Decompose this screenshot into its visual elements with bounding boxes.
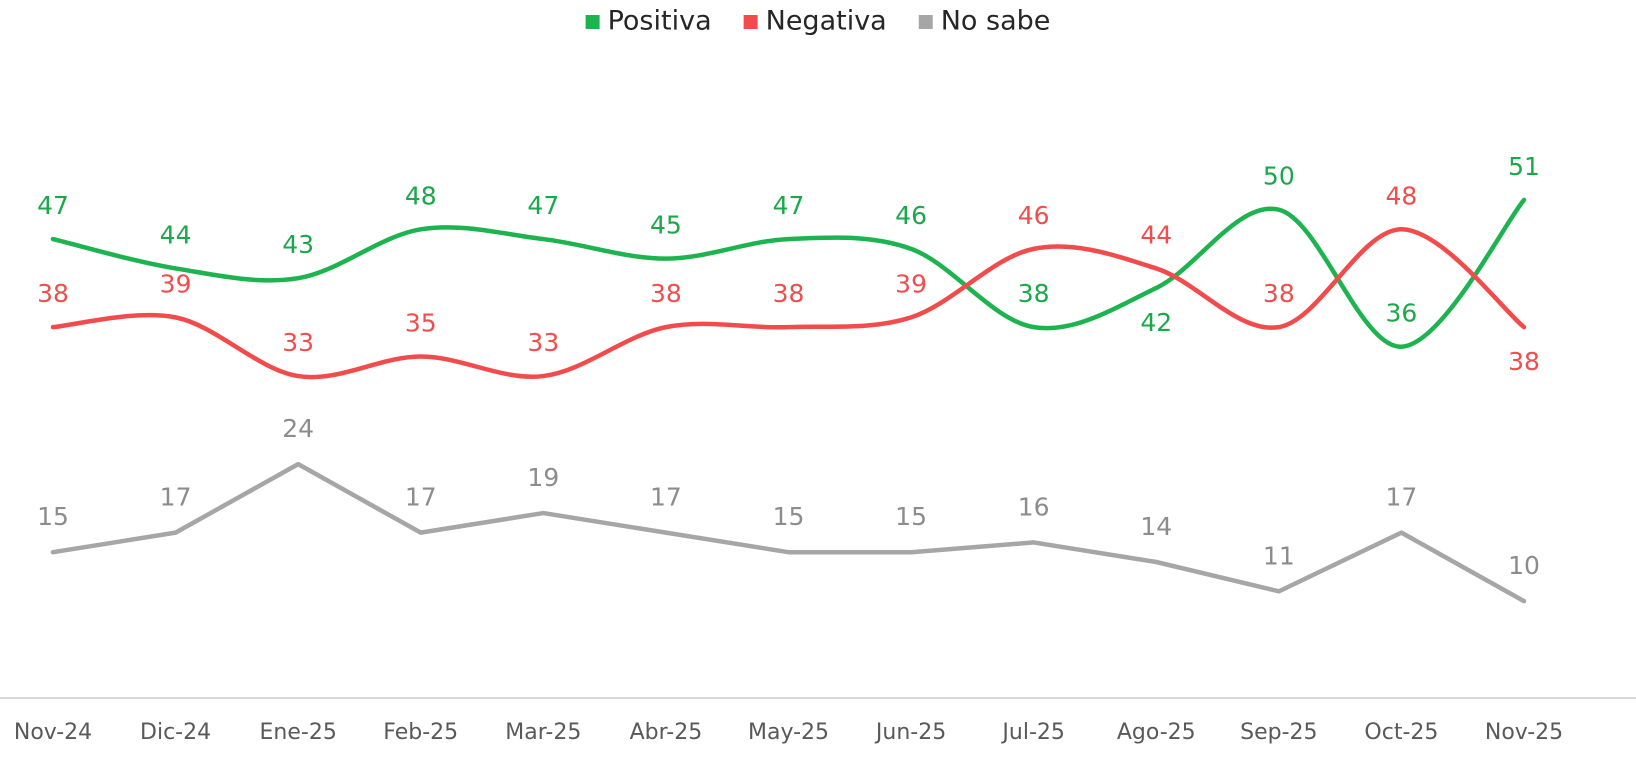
series-line [50,461,1527,604]
data-label: 19 [527,463,559,492]
data-label: 33 [282,328,314,357]
data-label: 42 [1140,308,1172,337]
data-label: 47 [37,191,69,220]
legend-item: No sabe [918,6,1051,37]
data-label: 48 [1386,181,1418,210]
series-line [50,227,1527,380]
data-label: 15 [37,502,69,531]
data-label: 46 [1018,201,1050,230]
x-tick-label: Feb-25 [383,720,458,745]
legend-swatch [743,15,758,29]
data-label: 43 [282,230,314,259]
data-label: 16 [1018,492,1050,521]
data-label: 10 [1508,551,1540,580]
data-label: 47 [527,191,559,220]
data-label: 44 [1140,220,1172,249]
data-label: 48 [405,181,437,210]
data-label: 24 [282,414,314,443]
legend-swatch [585,15,600,29]
data-label: 39 [160,269,192,298]
series-line [50,197,1527,349]
legend-label: Negativa [766,6,887,37]
x-tick-label: Jun-25 [874,720,946,745]
data-label: 51 [1508,152,1540,181]
data-label: 38 [37,279,69,308]
data-label: 17 [1386,483,1418,512]
data-label: 38 [1508,347,1540,376]
data-label: 17 [405,483,437,512]
legend-item: Positiva [585,6,712,37]
data-label: 15 [895,502,927,531]
data-label: 11 [1263,541,1295,570]
data-label: 15 [773,502,805,531]
data-label: 46 [895,201,927,230]
data-label: 38 [650,279,682,308]
data-label: 33 [527,328,559,357]
data-label: 38 [1263,279,1295,308]
x-tick-label: Ago-25 [1117,720,1196,745]
x-tick-label: Ene-25 [260,720,337,745]
data-label: 47 [773,191,805,220]
x-tick-label: Dic-24 [140,720,211,745]
data-label: 17 [160,483,192,512]
data-label: 17 [650,483,682,512]
data-label: 50 [1263,162,1295,191]
legend-label: Positiva [608,6,712,37]
x-tick-label: Mar-25 [505,720,581,745]
legend-label: No sabe [941,6,1051,37]
data-label: 45 [650,211,682,240]
data-label: 39 [895,269,927,298]
legend-swatch [918,15,933,29]
legend-item: Negativa [743,6,887,37]
x-tick-label: Sep-25 [1240,720,1317,745]
data-label: 38 [773,279,805,308]
x-tick-label: Nov-25 [1485,720,1563,745]
data-label: 36 [1386,299,1418,328]
data-label: 14 [1140,512,1172,541]
x-tick-label: Jul-25 [1000,720,1064,745]
x-tick-label: Oct-25 [1364,720,1438,745]
x-tick-label: Abr-25 [630,720,703,745]
data-label: 44 [160,220,192,249]
data-label: 38 [1018,279,1050,308]
x-tick-label: Nov-24 [14,720,92,745]
data-label: 35 [405,309,437,338]
x-tick-label: May-25 [748,720,829,745]
